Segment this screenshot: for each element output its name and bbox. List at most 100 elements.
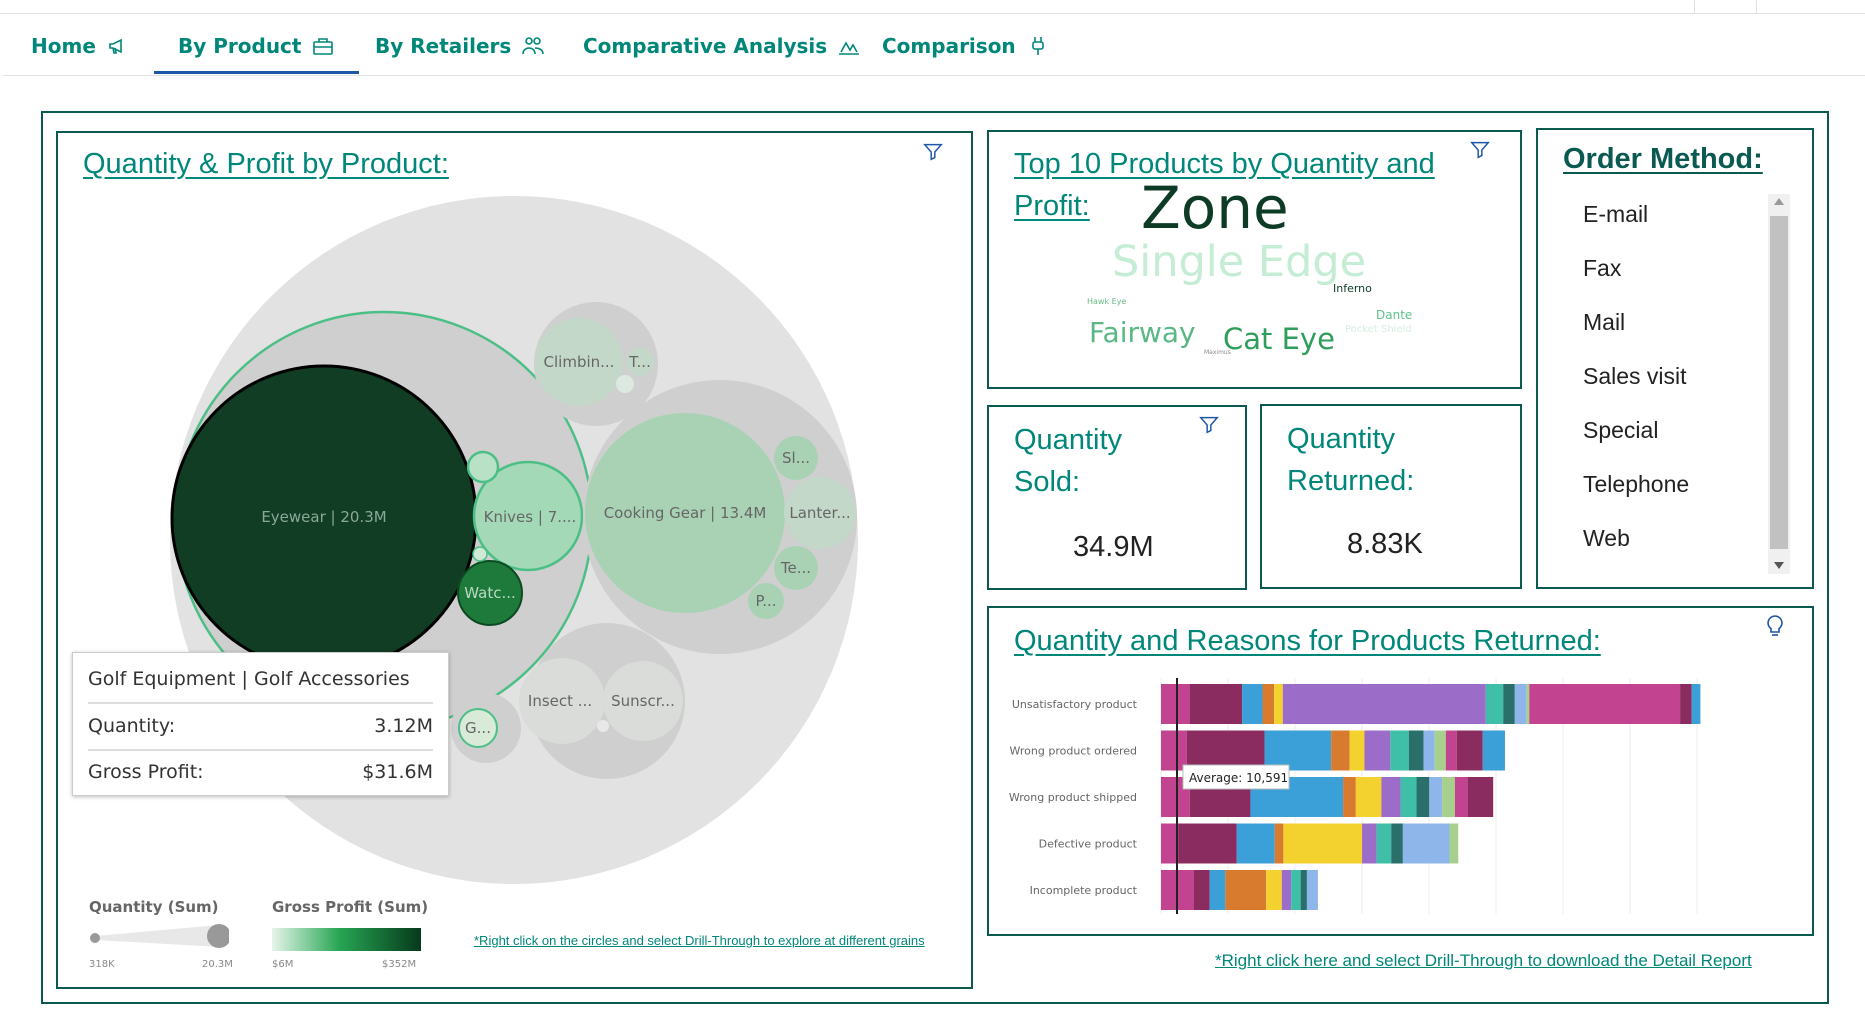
bubble-te[interactable] (774, 546, 818, 590)
bar-segment[interactable] (1161, 730, 1187, 771)
bar-segment[interactable] (1456, 730, 1483, 771)
bar-segment[interactable] (1274, 684, 1283, 724)
word[interactable]: Pocket Shield (1345, 324, 1412, 335)
list-item[interactable]: Telephone (1583, 471, 1690, 497)
list-item[interactable]: Fax (1583, 255, 1622, 281)
bar-segment[interactable] (1209, 870, 1226, 910)
bar-segment[interactable] (1416, 777, 1430, 817)
bubble-p[interactable] (748, 583, 784, 619)
bar-segment[interactable] (1529, 684, 1681, 724)
bar-segment[interactable] (1306, 870, 1318, 910)
bubble-tiny[interactable] (616, 375, 634, 393)
word[interactable]: Cat Eye (1223, 322, 1335, 356)
bubble-cooking-gear[interactable] (585, 413, 785, 613)
bar-segment[interactable] (1514, 684, 1527, 724)
tab-by-retailers[interactable]: By Retailers (375, 34, 545, 74)
scroll-up-icon[interactable] (1774, 198, 1784, 205)
bar-segment[interactable] (1485, 684, 1504, 724)
bar-segment[interactable] (1434, 730, 1446, 771)
word-cloud[interactable]: Zone Single Edge Fairway Cat Eye Inferno… (989, 132, 1520, 387)
bar-segment[interactable] (1161, 684, 1190, 724)
tab-comparative-analysis[interactable]: Comparative Analysis (583, 34, 861, 74)
list-item[interactable]: Special (1583, 417, 1659, 443)
bar-segment[interactable] (1355, 777, 1382, 817)
bar-segment[interactable] (1362, 823, 1377, 864)
bar-segment[interactable] (1266, 870, 1282, 910)
bar-segment[interactable] (1236, 823, 1275, 864)
bar-segment[interactable] (1680, 684, 1692, 724)
bar-segment[interactable] (1291, 870, 1301, 910)
word[interactable]: Fairway (1089, 316, 1196, 349)
word[interactable]: Single Edge (1112, 237, 1366, 287)
bar-segment[interactable] (1178, 823, 1237, 864)
bar-segment[interactable] (1225, 870, 1267, 910)
bar-segment[interactable] (1364, 730, 1391, 771)
bubble-chart[interactable]: Eyewear | 20.3M Knives | 7.... Watc... G… (58, 133, 971, 987)
tab-comparison[interactable]: Comparison (882, 34, 1050, 74)
scrollbar-thumb[interactable] (1770, 216, 1788, 549)
list-item[interactable]: E-mail (1583, 201, 1649, 227)
word[interactable]: Hawk Eye (1087, 297, 1126, 306)
word[interactable]: Inferno (1333, 282, 1372, 295)
bar-segment[interactable] (1390, 730, 1409, 771)
bar-segment[interactable] (1193, 870, 1210, 910)
filter-icon[interactable] (1469, 139, 1491, 161)
bubble-knives[interactable] (472, 460, 584, 572)
bar-segment[interactable] (1381, 777, 1401, 817)
bubble-tiny[interactable] (472, 546, 488, 562)
bar-segment[interactable] (1442, 777, 1455, 817)
bubble-sunscreen[interactable] (603, 661, 683, 741)
word[interactable]: Zone (1141, 174, 1289, 242)
tab-by-product[interactable]: By Product (153, 34, 361, 74)
list-item[interactable]: Mail (1583, 309, 1626, 335)
bar-segment[interactable] (1190, 684, 1243, 724)
bar-segment[interactable] (1449, 823, 1459, 864)
order-method-list[interactable]: E-mail Fax Mail Sales visit Special Tele… (1558, 192, 1780, 574)
bar-segment[interactable] (1467, 777, 1494, 817)
word[interactable]: Maximus (1204, 349, 1231, 356)
scrollbar[interactable] (1768, 194, 1790, 574)
list-item[interactable]: Web (1583, 525, 1630, 551)
drill-through-note[interactable]: *Right click on the circles and select D… (474, 933, 925, 948)
bar-segment[interactable] (1691, 684, 1701, 724)
bar-segment[interactable] (1282, 684, 1486, 724)
bar-segment[interactable] (1526, 684, 1530, 724)
bar-segment[interactable] (1281, 870, 1292, 910)
bar-segment[interactable] (1391, 823, 1403, 864)
bar-segment[interactable] (1423, 730, 1435, 771)
list-item[interactable]: Sales visit (1583, 363, 1687, 389)
bubble-golf[interactable] (458, 708, 498, 748)
bubble-watches[interactable] (457, 560, 523, 626)
bar-segment[interactable] (1408, 730, 1424, 771)
bar-segment[interactable] (1445, 730, 1457, 771)
lightbulb-icon[interactable] (1765, 614, 1785, 638)
bar-segment[interactable] (1283, 823, 1363, 864)
bar-segment[interactable] (1242, 684, 1263, 724)
bubble-tiny[interactable] (597, 720, 609, 732)
tab-home[interactable]: Home (31, 34, 130, 74)
returns-chart[interactable]: Unsatisfactory product Wrong product orde… (989, 608, 1812, 934)
bubble-small[interactable] (466, 450, 500, 484)
bar-segment[interactable] (1349, 730, 1365, 771)
bar-segment[interactable] (1482, 730, 1505, 771)
bar-segment[interactable] (1343, 777, 1356, 817)
bar-segment[interactable] (1262, 684, 1275, 724)
bar-segment[interactable] (1402, 823, 1450, 864)
detail-report-link[interactable]: *Right click here and select Drill-Throu… (1215, 951, 1752, 970)
bar-segment[interactable] (1331, 730, 1350, 771)
bar-segment[interactable] (1300, 870, 1307, 910)
bar-segment[interactable] (1376, 823, 1392, 864)
bubble-t[interactable] (626, 348, 654, 376)
bar-segment[interactable] (1274, 823, 1284, 864)
bar-segment[interactable] (1429, 777, 1443, 817)
bar-segment[interactable] (1161, 823, 1179, 864)
bubble-climbing[interactable] (535, 318, 623, 406)
bar-segment[interactable] (1454, 777, 1468, 817)
bar-segment[interactable] (1186, 730, 1265, 771)
bar-segment[interactable] (1503, 684, 1515, 724)
word[interactable]: Dante (1376, 308, 1412, 322)
scroll-down-icon[interactable] (1774, 562, 1784, 569)
filter-icon[interactable] (922, 141, 944, 163)
bubble-insect[interactable] (519, 658, 605, 744)
bar-segment[interactable] (1264, 730, 1332, 771)
